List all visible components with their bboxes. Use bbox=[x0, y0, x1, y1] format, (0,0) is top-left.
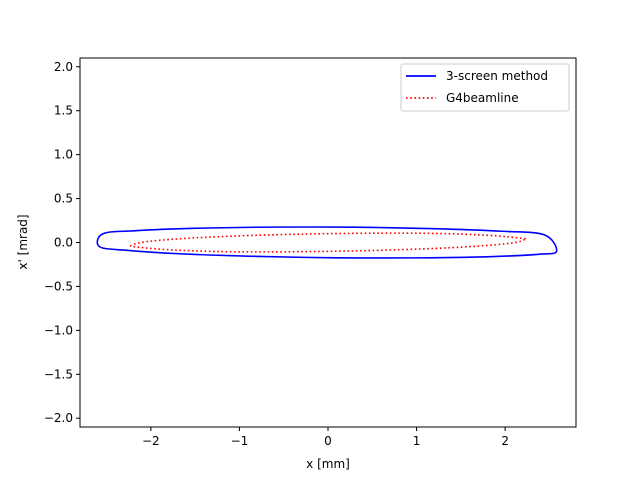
x-tick-label: −1 bbox=[231, 434, 249, 448]
x-tick-label: 0 bbox=[324, 434, 332, 448]
y-tick-label: −0.5 bbox=[44, 279, 73, 293]
series-line-0 bbox=[96, 226, 558, 259]
x-tick-label: 1 bbox=[413, 434, 421, 448]
y-tick-label: 0.5 bbox=[54, 192, 73, 206]
legend-label-3-screen: 3-screen method bbox=[446, 69, 548, 83]
series-line-1 bbox=[129, 232, 527, 253]
y-tick-label: 1.5 bbox=[54, 104, 73, 118]
y-tick-label: 0.0 bbox=[54, 236, 73, 250]
x-ticks: −2 −1 0 1 2 bbox=[142, 427, 509, 448]
plot-area bbox=[80, 58, 576, 427]
y-tick-label: 1.0 bbox=[54, 148, 73, 162]
y-tick-label: 2.0 bbox=[54, 60, 73, 74]
legend: 3-screen method G4beamline bbox=[400, 63, 570, 112]
legend-label-g4beamline: G4beamline bbox=[446, 91, 519, 105]
x-tick-label: −2 bbox=[142, 434, 160, 448]
y-axis-label: x' [mrad] bbox=[16, 214, 30, 269]
y-tick-label: −2.0 bbox=[44, 411, 73, 425]
x-tick-label: 2 bbox=[501, 434, 509, 448]
x-axis-label: x [mm] bbox=[306, 457, 350, 471]
series-layer bbox=[96, 226, 558, 259]
y-ticks: −2.0 −1.5 −1.0 −0.5 0.0 0.5 1.0 1.5 2.0 bbox=[44, 60, 80, 425]
y-tick-label: −1.5 bbox=[44, 367, 73, 381]
legend-frame bbox=[400, 63, 570, 112]
y-tick-label: −1.0 bbox=[44, 323, 73, 337]
